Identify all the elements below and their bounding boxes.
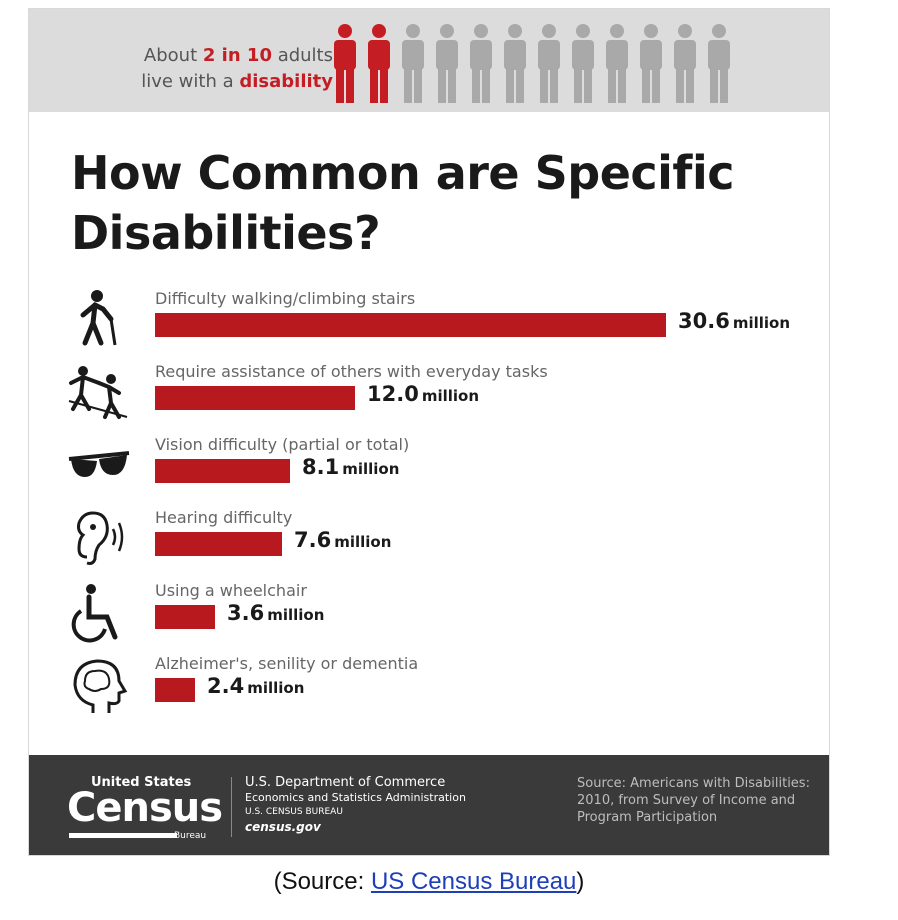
person-icon [368,24,390,103]
people-icon-row [334,24,730,103]
person-icon [436,24,458,103]
bar-unit: million [267,606,325,624]
logo-united-states: United States [91,775,192,790]
dept-line1: U.S. Department of Commerce [245,775,446,790]
person-icon [470,24,492,103]
bar [155,459,290,483]
person-icon [504,24,526,103]
brain-head-icon [73,659,128,713]
banner-line1-pre: About [143,45,203,66]
logo-bureau: Bureau [174,831,207,841]
dept-line2: Economics and Statistics Administration [245,791,466,804]
banner-line2-pre: live with a [141,71,240,92]
department-block: U.S. Department of Commerce Economics an… [245,775,466,835]
hearing-icon [77,511,124,565]
bar-chart: Difficulty walking/climbing stairs 30.6 mi… [29,277,829,737]
bar-value: 30.6 [678,309,730,333]
caption-post: ) [576,868,585,895]
bar [155,532,282,556]
caption: (Source: US Census Bureau) [0,868,858,896]
banner: About 2 in 10 adults live with a disabil… [29,9,829,112]
person-icon [402,24,424,103]
source-link[interactable]: US Census Bureau [370,868,577,895]
bar-unit: million [342,460,400,478]
bar-label: Alzheimer's, senility or dementia [155,654,419,673]
bar-label: Hearing difficulty [155,508,293,527]
bar-value-label: 30.6 million [678,309,790,333]
bar-value-label: 12.0 million [367,382,479,406]
dept-line3: U.S. CENSUS BUREAU [245,807,343,817]
sunglasses-icon [68,451,130,477]
bar-label: Require assistance of others with everyd… [155,362,548,381]
logo-underline [69,833,177,838]
person-icon [640,24,662,103]
bar-value-label: 3.6 million [227,601,324,625]
wheelchair-icon [71,584,118,643]
footer: United States Census Bureau U.S. Departm… [29,755,829,855]
bar-value: 3.6 [227,601,265,625]
person-icon [572,24,594,103]
infographic-card: About 2 in 10 adults live with a disabil… [28,8,830,856]
bar [155,386,355,410]
bar-unit: million [247,679,305,697]
caption-pre: (Source: [273,868,371,895]
bar [155,605,215,629]
bar [155,678,195,702]
person-icon [606,24,628,103]
bar-value-label: 8.1 million [302,455,399,479]
bar-value-label: 2.4 million [207,674,304,698]
walking-cane-icon [80,290,117,346]
source-note: Source: Americans with Disabilities: 201… [577,776,810,825]
footer-divider [231,777,232,837]
bar-label: Difficulty walking/climbing stairs [155,289,416,308]
bar-value: 12.0 [367,382,419,406]
bar-value-label: 7.6 million [294,528,391,552]
assistance-icon [68,366,128,419]
bar-label: Using a wheelchair [155,581,307,600]
person-icon [538,24,560,103]
logo-census: Census [67,785,223,831]
bar [155,313,666,337]
bar-value: 7.6 [294,528,332,552]
bar-unit: million [732,314,791,332]
bar-unit: million [421,387,480,405]
banner-line2-highlight: disability [239,71,333,92]
page-title: How Common are Specific Disabilities? [71,146,734,260]
banner-text: About 2 in 10 adults live with a disabil… [113,43,333,95]
dept-line4: census.gov [245,820,321,834]
banner-line1-post: adults [271,45,333,66]
bar-value: 2.4 [207,674,245,698]
bar-value: 8.1 [302,455,340,479]
bar-unit: million [334,533,392,551]
person-icon [334,24,356,103]
banner-line1-highlight: 2 in 10 [202,45,272,66]
person-icon [674,24,696,103]
person-icon [708,24,730,103]
bar-label: Vision difficulty (partial or total) [155,435,410,454]
